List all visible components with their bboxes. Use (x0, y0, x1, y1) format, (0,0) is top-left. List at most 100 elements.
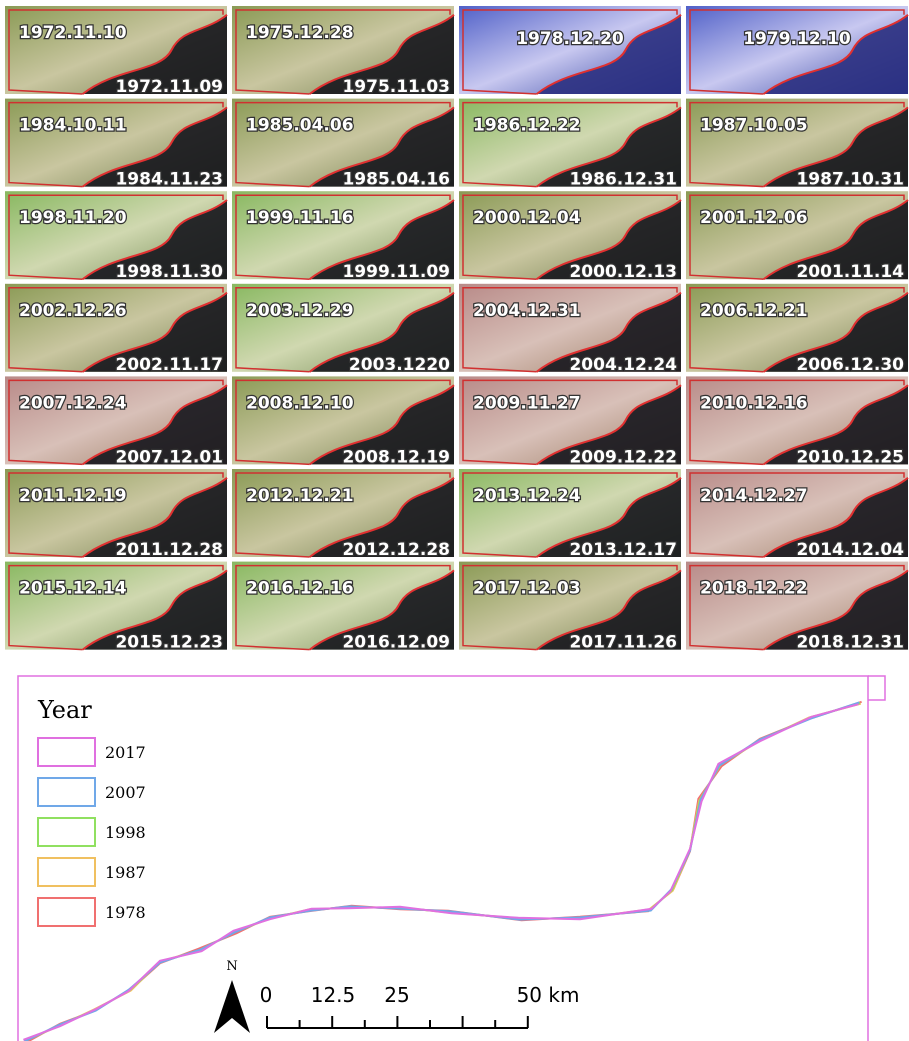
date-label: 2003.1220 (349, 355, 450, 375)
tile-sea (536, 200, 681, 280)
tile: 2008.12.10 2008.12.19 (232, 376, 455, 469)
tile-sea (763, 385, 908, 465)
date-label: 1999.11.09 (342, 262, 450, 282)
tile-sea (309, 200, 454, 280)
tile-coastline (82, 291, 228, 373)
tile-coastline (763, 291, 909, 373)
tile: 1979.12.10 (686, 6, 909, 95)
tile-aoi (689, 472, 905, 558)
tile-aoi (689, 564, 905, 651)
legend-label: 1978 (105, 903, 146, 922)
date-label: 1975.12.28 (246, 23, 354, 43)
date-label: 2009.12.22 (569, 447, 677, 467)
tile-coastline (309, 199, 455, 280)
tile-aoi (235, 564, 451, 651)
date-label: 2000.12.04 (473, 208, 581, 228)
date-label: 2004.12.24 (569, 355, 677, 375)
date-label: 1987.10.31 (796, 170, 904, 190)
tile-aoi (235, 101, 451, 188)
date-label: 2014.12.04 (796, 540, 904, 560)
tile-coastline (82, 384, 228, 466)
date-label: 1998.11.20 (19, 208, 127, 228)
legend-swatch (37, 737, 96, 767)
tile: 2001.12.06 2001.11.14 (686, 191, 909, 283)
date-label: 2006.12.21 (700, 301, 808, 321)
legend-swatch (37, 857, 96, 887)
date-label: 2000.12.13 (569, 262, 677, 282)
tile: 2011.12.19 2011.12.28 (5, 469, 228, 561)
shoreline (23, 701, 860, 1041)
tile-coastline (763, 384, 909, 466)
tile-coastline (309, 477, 455, 558)
date-label: 2007.12.01 (115, 447, 223, 467)
date-label: 2004.12.31 (473, 301, 581, 321)
date-label: 2012.12.21 (246, 486, 354, 506)
tile: 2013.12.24 2013.12.17 (459, 469, 682, 561)
tile: 1998.11.20 1998.11.30 (5, 191, 228, 283)
date-label: 2013.12.24 (473, 486, 581, 506)
tile-aoi (462, 9, 678, 95)
tile-aoi (462, 287, 678, 373)
scale-label: 50 km (517, 983, 580, 1007)
tile: 2012.12.21 2012.12.28 (232, 469, 455, 561)
date-label: 1972.11.10 (19, 23, 127, 43)
tile-sea (536, 570, 681, 650)
tile-aoi (689, 194, 905, 280)
tile-coastline (82, 477, 228, 558)
tile-coastline (82, 106, 228, 188)
tile-aoi (689, 379, 905, 466)
legend-swatch (37, 897, 96, 927)
tile: 2000.12.04 2000.12.13 (459, 191, 682, 283)
tile-sea (536, 14, 681, 94)
tile-coastline (536, 384, 682, 466)
tile-sea (82, 292, 227, 372)
tile-aoi (689, 287, 905, 373)
tile-sea (536, 385, 681, 465)
tile-aoi (235, 287, 451, 373)
date-label: 1998.11.30 (115, 262, 223, 282)
tile-aoi (462, 564, 678, 651)
date-label: 2011.12.28 (115, 540, 223, 560)
date-label: 2016.12.09 (342, 633, 450, 653)
tile-aoi (8, 287, 224, 373)
tile-coastline (763, 477, 909, 558)
tile-aoi (235, 194, 451, 280)
date-label: 2015.12.23 (115, 633, 223, 653)
tile-aoi (462, 194, 678, 280)
tile-sea (82, 200, 227, 280)
legend-label: 2007 (105, 783, 146, 802)
date-label: 2002.11.17 (115, 355, 223, 375)
tile-sea (82, 14, 227, 94)
tile-sea (536, 477, 681, 557)
date-label: 2002.12.26 (19, 301, 127, 321)
tile: 2016.12.16 2016.12.09 (232, 561, 455, 654)
date-label: 2017.11.26 (569, 633, 677, 653)
north-label: N (226, 959, 237, 974)
tile: 2002.12.26 2002.11.17 (5, 283, 228, 376)
tile: 1978.12.20 (459, 6, 682, 95)
tile-coastline (309, 569, 455, 651)
date-label: 2001.11.14 (796, 262, 904, 282)
date-label: 1984.11.23 (115, 170, 223, 190)
date-label: 2012.12.28 (342, 540, 450, 560)
shorelines (23, 700, 862, 1041)
date-label: 1985.04.16 (342, 170, 450, 190)
legend-label: 1998 (105, 823, 146, 842)
north-arrow (232, 980, 250, 1033)
legend-swatch (37, 817, 96, 847)
tile-sea (82, 570, 227, 650)
north-arrow (214, 980, 232, 1033)
tile-coastline (82, 14, 228, 95)
shoreline (23, 703, 859, 1041)
date-label: 1987.10.05 (700, 116, 808, 136)
date-label: 1985.04.06 (246, 116, 354, 136)
shoreline (26, 700, 862, 1041)
tile-coastline (309, 384, 455, 466)
date-label: 2011.12.19 (19, 486, 127, 506)
date-label: 2017.12.03 (473, 579, 581, 599)
tile-sea (309, 477, 454, 557)
tile-coastline (536, 106, 682, 188)
tile-aoi (8, 564, 224, 651)
tile-sea (82, 385, 227, 465)
tile-sea (82, 477, 227, 557)
